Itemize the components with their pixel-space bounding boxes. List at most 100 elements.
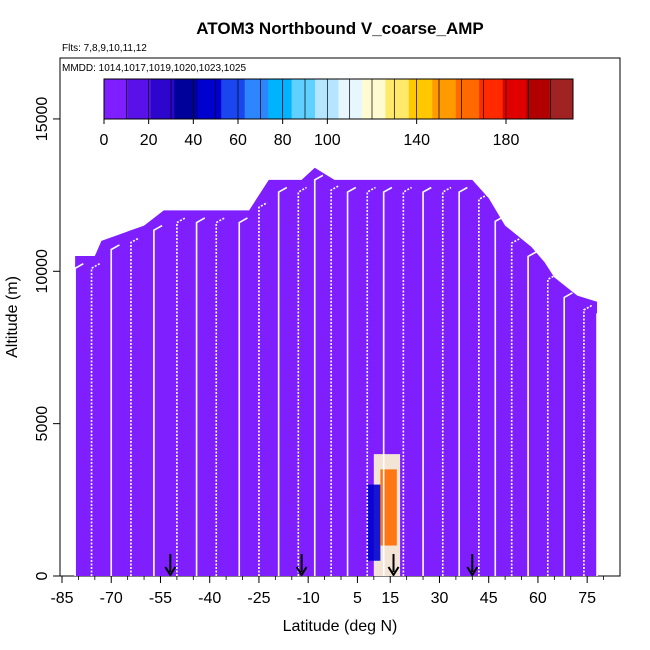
flight-profile-6 <box>195 217 206 576</box>
colorbar-frame <box>103 78 574 120</box>
flight-profile-24 <box>527 251 537 576</box>
colorbar-cell-3 <box>127 79 136 119</box>
arrow-head-0 <box>164 566 177 577</box>
flight-profile-23 <box>510 237 521 576</box>
colorbar-cell-45 <box>455 79 465 119</box>
flight-profile-2 <box>110 244 120 576</box>
colorbar-cell-32 <box>354 79 363 119</box>
colorbar-cell-59 <box>565 79 574 119</box>
colorbar-cell-9 <box>174 79 183 119</box>
colorbar-cell-42 <box>432 79 441 119</box>
colorbar-tick-label-100: 100 <box>314 132 341 149</box>
colorbar-cell-41 <box>424 79 433 119</box>
flight-profile-13 <box>330 184 340 576</box>
colorbar-cell-31 <box>346 79 355 119</box>
colorbar-cell-14 <box>213 79 222 119</box>
colorbar-cell-23 <box>283 79 293 119</box>
colorbar-cell-25 <box>299 79 308 119</box>
colorbar-cell-40 <box>416 79 425 119</box>
colorbar-cell-11 <box>189 79 199 119</box>
colorbar-cell-6 <box>150 79 160 119</box>
arrow-head-2 <box>387 566 400 577</box>
colorbar-cell-0 <box>104 79 113 119</box>
colorbar-cell-36 <box>385 79 394 119</box>
colorbar-cell-7 <box>158 79 168 119</box>
colorbar-cell-34 <box>369 79 379 119</box>
colorbar-cell-52 <box>510 79 519 119</box>
flight-profile-20 <box>458 186 468 576</box>
enhanced-region-1 <box>367 484 381 561</box>
axes: -85 -70 -55 -40 -25 -10 5 15 30 45 60 75 0 5000 10000 1… <box>34 97 604 607</box>
flight-profile-0 <box>74 262 84 576</box>
flight-profile-14 <box>346 186 357 576</box>
flight-profile-28 <box>596 308 606 576</box>
x-tick-label-30: 30 <box>431 590 449 607</box>
colorbar-cell-50 <box>494 79 504 119</box>
plot-area <box>74 167 606 577</box>
flight-profile-27 <box>583 304 593 576</box>
colorbar-cell-5 <box>143 79 152 119</box>
colorbar-cell-33 <box>361 79 371 119</box>
x-tick-label-45: 45 <box>480 590 498 607</box>
colorbar-cell-47 <box>471 79 480 119</box>
flight-profile-22 <box>494 216 504 576</box>
colorbar-cell-44 <box>447 79 457 119</box>
arrow-head-1 <box>295 566 308 577</box>
colorbar-cell-51 <box>502 79 511 119</box>
flight-profile-17 <box>402 186 412 576</box>
colorbar-cell-16 <box>229 79 238 119</box>
colorbar: 0 20 40 60 80 100 140 180 <box>100 78 574 149</box>
x-tick-label--10: -10 <box>297 590 320 607</box>
colorbar-cell-20 <box>260 79 269 119</box>
colorbar-cell-26 <box>307 79 316 119</box>
enhanced-region-2 <box>380 469 397 546</box>
x-tick-label-75: 75 <box>578 590 596 607</box>
colorbar-cell-12 <box>197 79 207 119</box>
colorbar-cell-37 <box>393 79 402 119</box>
flight-profile-3 <box>130 237 140 576</box>
flight-profile-26 <box>563 292 573 576</box>
colorbar-cell-38 <box>401 79 410 119</box>
colorbar-cell-30 <box>338 79 347 119</box>
flight-profile-19 <box>441 186 452 576</box>
y-tick-label-5000: 5000 <box>34 406 51 442</box>
flight-profile-8 <box>238 217 248 576</box>
x-tick-label--70: -70 <box>100 590 123 607</box>
colorbar-cell-18 <box>244 79 254 119</box>
colorbar-cell-24 <box>291 79 300 119</box>
colorbar-cell-19 <box>252 79 261 119</box>
colorbar-cell-55 <box>533 79 543 119</box>
flight-profile-10 <box>277 186 288 576</box>
colorbar-cell-10 <box>182 79 191 119</box>
colorbar-cell-35 <box>377 79 386 119</box>
colorbar-cell-39 <box>408 79 418 119</box>
x-tick-label--85: -85 <box>50 590 73 607</box>
flight-profile-18 <box>422 186 432 576</box>
x-tick-label--55: -55 <box>149 590 172 607</box>
colorbar-cell-2 <box>119 79 128 119</box>
flight-profile-21 <box>478 194 488 576</box>
flights-label: Flts: 7,8,9,10,11,12 <box>62 43 147 54</box>
colorbar-cell-1 <box>111 79 121 119</box>
colorbar-cell-57 <box>549 79 558 119</box>
colorbar-cell-13 <box>205 79 214 119</box>
colorbar-cell-43 <box>440 79 449 119</box>
colorbar-cell-46 <box>463 79 472 119</box>
colorbar-cell-15 <box>221 79 230 119</box>
data-envelope <box>75 167 598 576</box>
x-tick-label-5: 5 <box>353 590 362 607</box>
colorbar-cell-54 <box>526 79 535 119</box>
colorbar-cell-49 <box>487 79 496 119</box>
colorbar-tick-label-80: 80 <box>274 132 292 149</box>
colorbar-tick-label-180: 180 <box>493 132 520 149</box>
x-tick-label--25: -25 <box>247 590 270 607</box>
flight-profile-12 <box>313 174 324 576</box>
x-tick-label--40: -40 <box>198 590 221 607</box>
colorbar-cell-29 <box>330 79 339 119</box>
colorbar-tick-label-140: 140 <box>403 132 430 149</box>
y-tick-label-15000: 15000 <box>34 97 51 142</box>
y-axis-label: Altitude (m) <box>4 276 21 358</box>
flight-profile-16 <box>382 186 393 576</box>
colorbar-tick-label-0: 0 <box>100 132 109 149</box>
